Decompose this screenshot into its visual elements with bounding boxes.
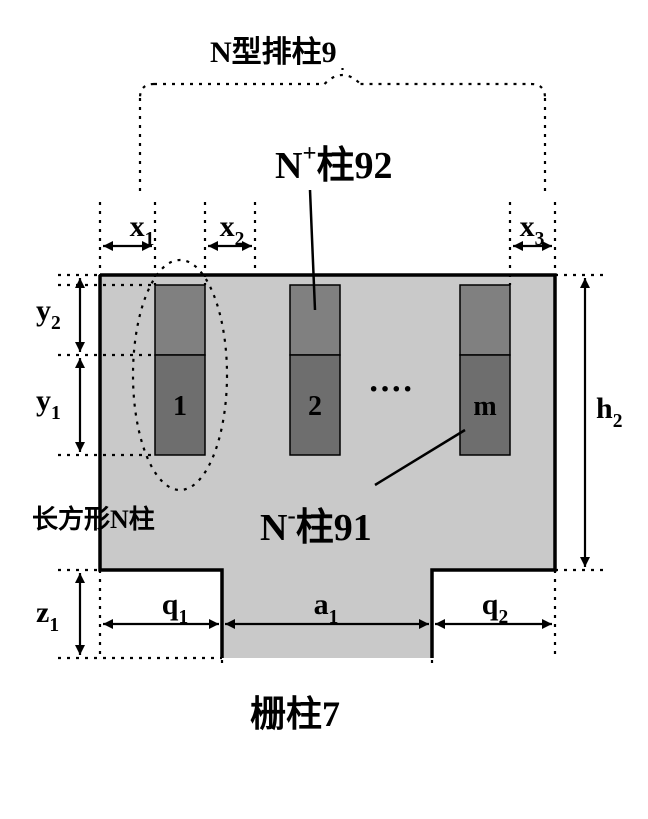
nplus-label: N+柱92 <box>275 140 393 187</box>
dim-label: z1 <box>36 596 59 636</box>
nminus-label: N-柱91 <box>260 502 372 549</box>
pillar-top <box>460 285 510 355</box>
dim-label: q2 <box>482 588 508 628</box>
pillar-number: 2 <box>308 391 322 422</box>
dim-label: q1 <box>162 588 188 628</box>
footer-label: 栅柱7 <box>250 694 340 734</box>
dim-label: y1 <box>36 384 61 424</box>
diagram-svg: 1 2 m ···· N型排柱9 N+柱92 N-柱91 长方形N柱栅柱7 x1 x2 x3 y2 y1… <box>0 0 648 819</box>
pillar-top <box>155 285 205 355</box>
pillar-number: m <box>473 391 496 422</box>
dim-label: x3 <box>520 210 545 250</box>
rect-n-label: 长方形N柱 <box>32 504 155 534</box>
pillar-number: 1 <box>173 391 187 422</box>
dim-label: x1 <box>130 210 155 250</box>
header-label: N型排柱9 <box>210 36 337 69</box>
dim-label: x2 <box>220 210 245 250</box>
ellipsis-dots: ···· <box>368 371 413 408</box>
dim-label: h2 <box>596 392 622 432</box>
dim-label: y2 <box>36 294 61 334</box>
